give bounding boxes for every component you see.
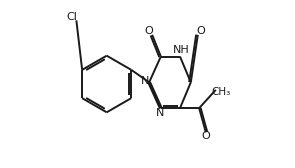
Text: O: O: [196, 26, 205, 36]
Text: CH₃: CH₃: [211, 87, 230, 97]
Text: N: N: [156, 108, 164, 118]
Text: Cl: Cl: [66, 12, 77, 22]
Text: N: N: [141, 76, 149, 86]
Text: NH: NH: [173, 45, 189, 55]
Text: O: O: [201, 132, 210, 141]
Text: O: O: [145, 26, 153, 36]
